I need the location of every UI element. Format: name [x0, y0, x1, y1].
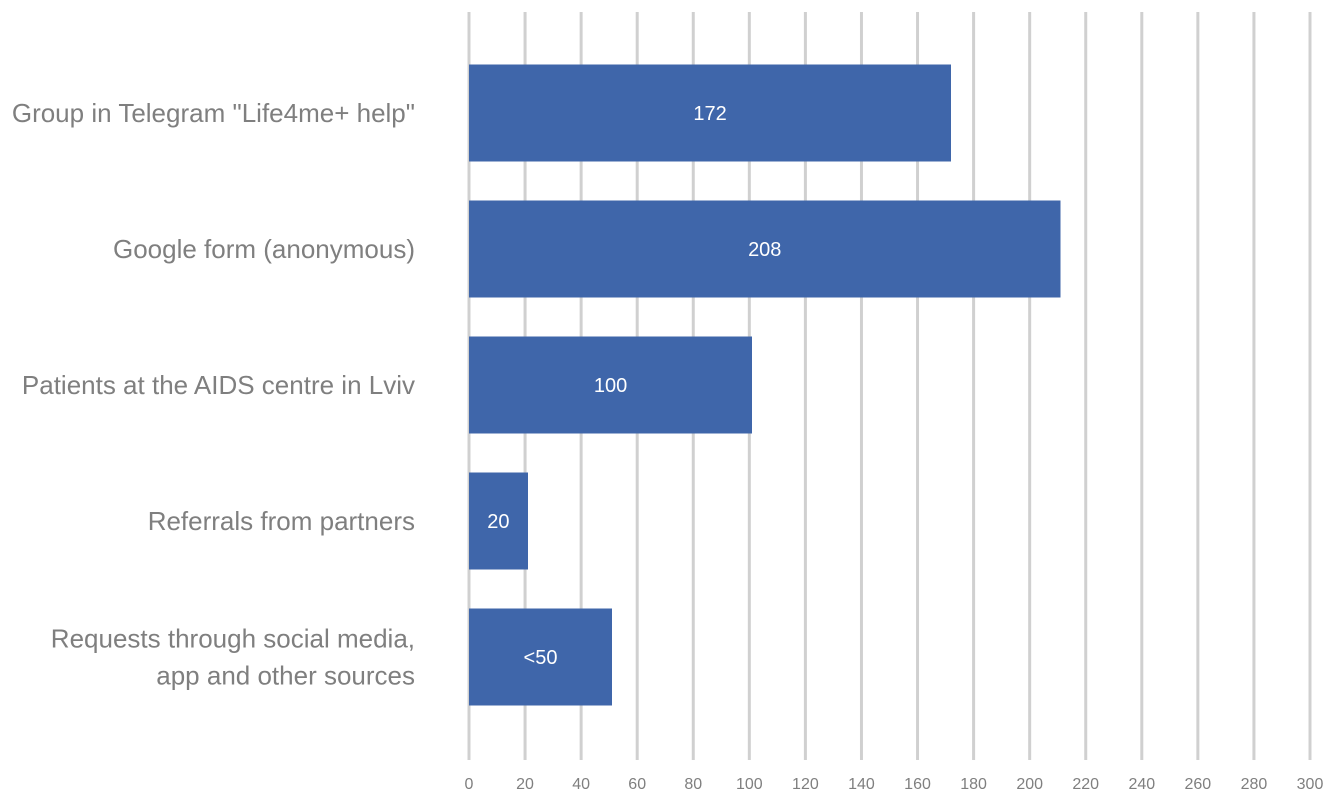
x-tick-label: 160 [904, 776, 931, 792]
category-label-line: app and other sources [156, 661, 415, 691]
x-tick-label: 140 [848, 776, 875, 792]
x-tick-label: 100 [736, 776, 763, 792]
bars [469, 64, 1061, 706]
x-tick-label: 260 [1185, 776, 1212, 792]
category-label-line: Requests through social media, [51, 624, 415, 654]
category-label: Google form (anonymous) [113, 234, 415, 264]
bar [469, 608, 612, 706]
x-tick-label: 220 [1072, 776, 1099, 792]
category-label-line: Group in Telegram "Life4me+ help" [12, 98, 415, 128]
category-labels: Group in Telegram "Life4me+ help" Google … [12, 98, 415, 691]
bar [469, 64, 952, 162]
x-tick-label: 40 [572, 776, 590, 792]
bar [469, 472, 528, 570]
category-label-line: Google form (anonymous) [113, 234, 415, 264]
bar [469, 200, 1061, 298]
data-label: 172 [693, 103, 726, 125]
data-label: 208 [748, 239, 781, 261]
x-tick-label: 180 [960, 776, 987, 792]
x-tick-label: 240 [1128, 776, 1155, 792]
category-label: Requests through social media, app and ot… [51, 624, 415, 691]
x-tick-label: 80 [684, 776, 702, 792]
bar [469, 336, 753, 434]
x-axis-tick-labels: 0 20 40 60 80 100 120 140 160 180 200 220 240 260 280 3… [465, 776, 1324, 792]
data-label: 20 [487, 511, 509, 533]
x-tick-label: 280 [1241, 776, 1268, 792]
category-label-line: Patients at the AIDS centre in Lviv [22, 370, 415, 400]
x-tick-label: 200 [1016, 776, 1043, 792]
category-label: Referrals from partners [148, 506, 415, 536]
category-label-line: Referrals from partners [148, 506, 415, 536]
x-tick-label: 0 [465, 776, 474, 792]
x-tick-label: 20 [516, 776, 534, 792]
x-tick-label: 60 [628, 776, 646, 792]
data-label: 100 [594, 375, 627, 397]
category-label: Group in Telegram "Life4me+ help" [12, 98, 415, 128]
data-labels: 172 208 100 20 <50 [487, 103, 781, 669]
data-label: <50 [524, 647, 558, 669]
x-tick-label: 120 [792, 776, 819, 792]
x-tick-label: 300 [1297, 776, 1324, 792]
category-label: Patients at the AIDS centre in Lviv [22, 370, 415, 400]
